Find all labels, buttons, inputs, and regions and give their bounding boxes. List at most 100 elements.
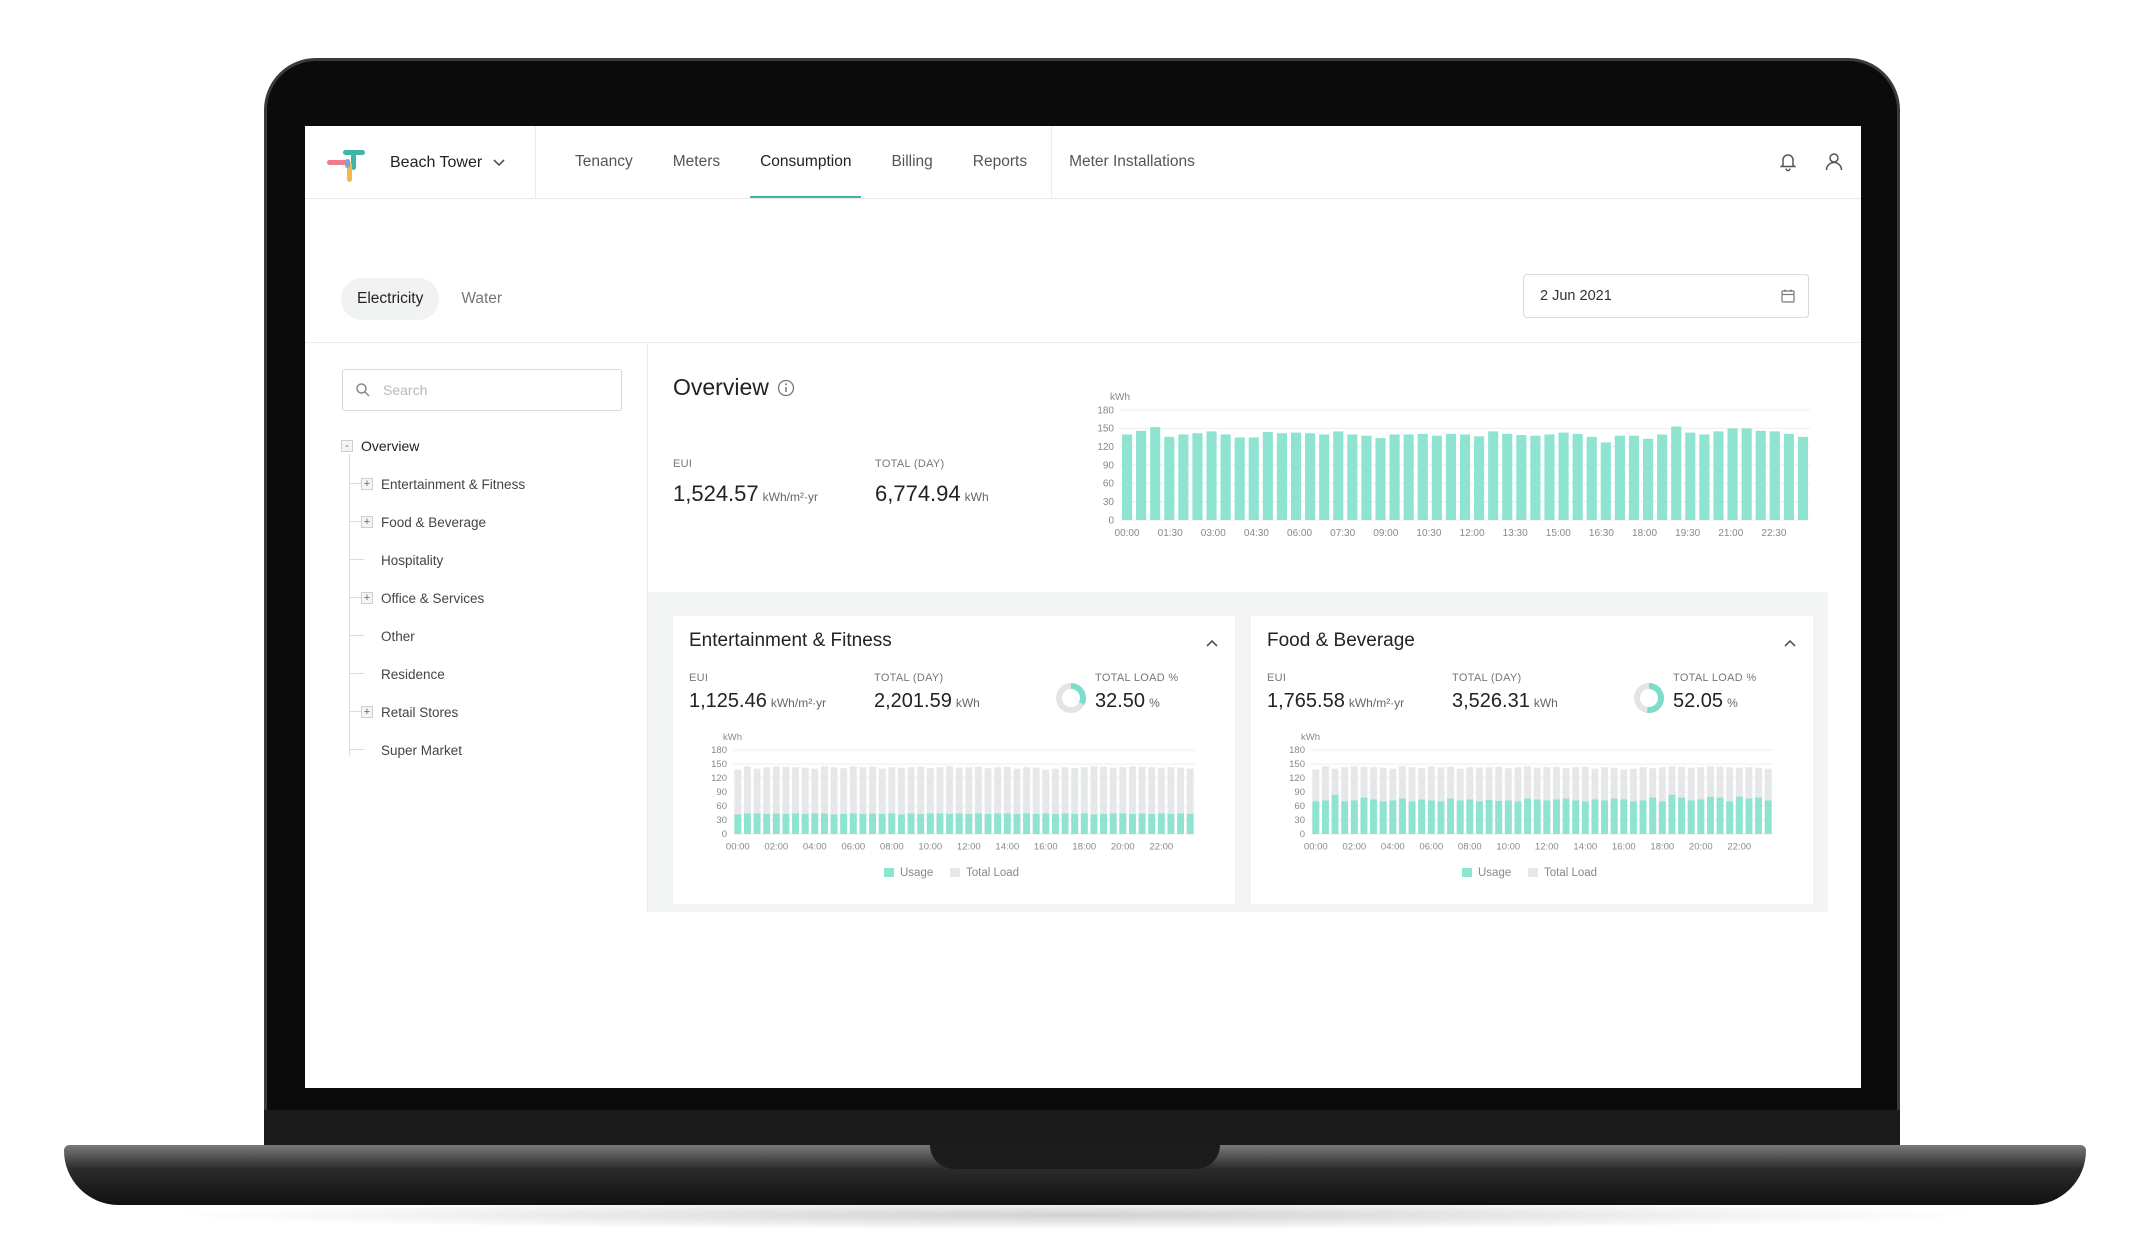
bar [926, 813, 934, 834]
bar [869, 813, 877, 834]
bar [1544, 434, 1555, 520]
bar [1177, 813, 1185, 834]
total-load-value: 32.50% [1095, 690, 1160, 712]
collapse-icon[interactable]: - [341, 440, 353, 452]
x-tick-label: 15:00 [1546, 528, 1571, 539]
bar [1431, 435, 1442, 520]
bar [1321, 766, 1329, 834]
bar [1100, 766, 1108, 834]
bar [1206, 431, 1217, 520]
date-picker[interactable]: 2 Jun 2021 [1523, 274, 1809, 318]
tree-node[interactable]: + Retail Stores [361, 702, 458, 722]
bar [1552, 799, 1560, 834]
eui-value: 1,524.57 kWh/m²·yr [673, 481, 818, 506]
tree-node[interactable]: Hospitality [371, 550, 443, 570]
bar [1167, 767, 1175, 834]
expand-icon[interactable]: + [361, 706, 373, 718]
bar [763, 767, 771, 834]
x-tick-label: 10:30 [1416, 528, 1441, 539]
bar [974, 766, 982, 834]
total-load-label: TOTAL LOAD % [1095, 672, 1179, 684]
chevron-up-icon[interactable] [1783, 638, 1797, 648]
total-day-value: 6,774.94 kWh [875, 481, 989, 506]
bar [1628, 435, 1640, 520]
y-tick-label: 150 [1097, 424, 1114, 435]
bar [1685, 432, 1696, 520]
bar [1312, 801, 1320, 834]
section-divider [305, 342, 1861, 343]
info-icon[interactable] [777, 379, 795, 397]
nav-billing[interactable]: Billing [891, 153, 933, 170]
bar [955, 767, 963, 834]
y-tick-label: 150 [711, 759, 727, 770]
bar [1610, 798, 1618, 834]
chevron-up-icon[interactable] [1205, 638, 1219, 648]
y-tick-label: 60 [716, 801, 727, 812]
bell-icon[interactable] [1777, 150, 1799, 172]
bar [1572, 433, 1583, 520]
expand-icon[interactable]: + [361, 592, 373, 604]
x-tick-label: 21:00 [1718, 528, 1743, 539]
tab-water[interactable]: Water [461, 290, 503, 307]
x-tick-label: 06:00 [841, 842, 865, 853]
bar [1427, 766, 1435, 834]
bar [811, 813, 819, 834]
tree-node[interactable]: Super Market [371, 740, 462, 760]
bar [849, 813, 857, 834]
tree-node[interactable]: + Office & Services [361, 588, 484, 608]
bar [1699, 434, 1710, 520]
bar [1417, 433, 1428, 520]
total-load-value: 52.05% [1673, 690, 1738, 712]
expand-icon[interactable]: + [361, 478, 373, 490]
bar [1755, 430, 1766, 520]
bar [830, 814, 838, 834]
bar [1276, 433, 1288, 520]
bar [1398, 798, 1406, 834]
header-divider [535, 126, 536, 198]
bar [782, 813, 790, 834]
bar [753, 813, 761, 834]
expand-icon[interactable]: + [361, 516, 373, 528]
tree-node[interactable]: Other [371, 626, 415, 646]
total-day-label: TOTAL (DAY) [1452, 672, 1522, 684]
bar [792, 767, 800, 834]
y-tick-label: 120 [711, 773, 727, 784]
main-nav: Tenancy Meters Consumption Billing Repor… [555, 126, 1215, 198]
tree-node[interactable]: + Entertainment & Fitness [361, 474, 525, 494]
bar [1032, 767, 1040, 834]
nav-meters[interactable]: Meters [672, 153, 721, 170]
category-card: Entertainment & Fitness EUI 1,125.46 kWh/… [673, 616, 1235, 904]
y-tick-label: 60 [1294, 801, 1305, 812]
nav-tenancy[interactable]: Tenancy [575, 153, 633, 170]
bar [1375, 438, 1386, 520]
bar [743, 766, 751, 834]
bar [1745, 798, 1753, 834]
bar [1485, 799, 1493, 834]
top-header: Beach Tower Tenancy Meters Consumption B… [305, 126, 1861, 199]
bar [1071, 813, 1079, 834]
search-input[interactable] [342, 369, 622, 411]
bar [1042, 813, 1050, 834]
building-selector[interactable]: Beach Tower [390, 148, 506, 178]
x-tick-label: 00:00 [1115, 528, 1140, 539]
x-tick-label: 07:30 [1330, 528, 1355, 539]
nav-meter-installations[interactable]: Meter Installations [1069, 153, 1195, 170]
tree-node[interactable]: + Food & Beverage [361, 512, 486, 532]
header-divider [1051, 126, 1052, 198]
bar [1379, 801, 1387, 834]
bar [1797, 436, 1809, 520]
bar [1379, 767, 1387, 834]
nav-reports[interactable]: Reports [972, 153, 1028, 170]
tree-node[interactable]: Residence [371, 664, 445, 684]
nav-consumption[interactable]: Consumption [740, 126, 871, 198]
y-axis-unit-label: kWh [1301, 732, 1320, 743]
bar [1600, 442, 1611, 520]
x-tick-label: 06:00 [1419, 842, 1443, 853]
tree-node-overview[interactable]: - Overview [341, 436, 419, 456]
user-icon[interactable] [1823, 150, 1845, 172]
bar [1051, 768, 1059, 834]
bar [994, 813, 1002, 834]
bar [1331, 794, 1339, 834]
bar [1524, 798, 1532, 834]
tab-electricity[interactable]: Electricity [341, 278, 440, 320]
